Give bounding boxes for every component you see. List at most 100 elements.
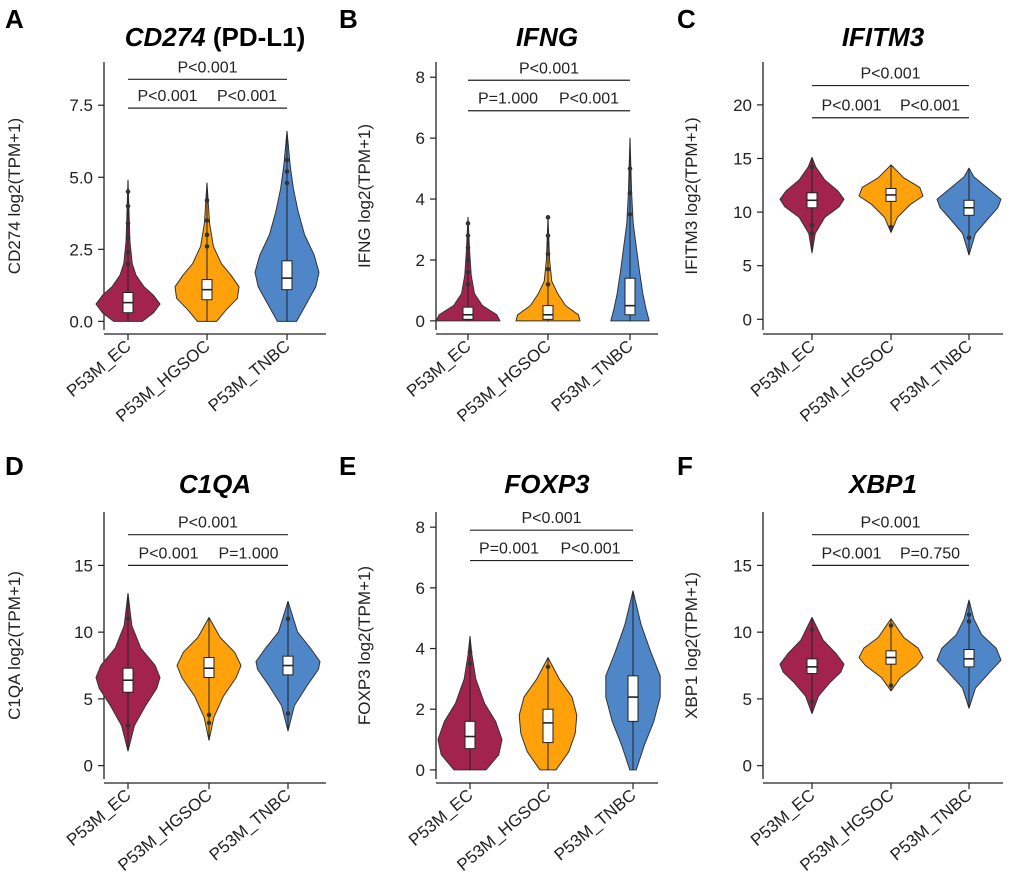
outlier-point (467, 661, 473, 667)
outlier-point (966, 612, 972, 618)
outlier-point (545, 233, 551, 238)
y-tick-label: 2 (416, 251, 425, 270)
x-tick-label: P53M_EC (747, 337, 819, 401)
outlier-point (545, 664, 551, 670)
outlier-point (809, 231, 815, 236)
panel-letter: C (677, 4, 696, 34)
y-tick-label: 6 (416, 129, 425, 148)
y-tick-label: 10 (733, 203, 752, 222)
p-value-label: P<0.001 (519, 60, 579, 77)
outlier-point (125, 189, 131, 194)
y-axis-title: CD274 log2(TPM+1) (5, 118, 24, 274)
iqr-box (462, 306, 474, 320)
p-value-label: P=1.000 (478, 91, 538, 108)
p-value-label: P=0.750 (900, 545, 960, 562)
outlier-point (627, 166, 633, 171)
iqr-box (542, 305, 554, 320)
y-tick-label: 10 (733, 623, 752, 642)
panel-letter: F (677, 451, 693, 481)
p-value-label: P<0.001 (560, 541, 620, 558)
gene-name: IFNG (516, 22, 578, 52)
outlier-point (125, 249, 131, 255)
x-tick-label: P53M_TNBC (206, 786, 295, 865)
y-axis-title: XBP1 log2(TPM+1) (682, 572, 701, 719)
p-value-label: P<0.001 (860, 515, 920, 532)
outlier-point (285, 616, 291, 622)
iqr-box (624, 277, 636, 316)
outlier-point (284, 157, 290, 163)
outlier-point (465, 257, 471, 263)
p-value-label: P<0.001 (559, 91, 619, 108)
y-tick-label: 0 (416, 312, 425, 331)
outlier-point (125, 221, 131, 226)
panel-title: CD274 (PD-L1) (125, 22, 306, 52)
outlier-point (204, 218, 210, 223)
gene-name: C1QA (179, 469, 251, 499)
outlier-point (966, 619, 972, 624)
y-axis-title: C1QA log2(TPM+1) (5, 571, 24, 720)
outlier-point (888, 224, 894, 230)
y-tick-label: 8 (416, 68, 425, 87)
outlier-point (545, 251, 551, 257)
p-value-label: P<0.001 (178, 515, 238, 532)
x-tick-label: P53M_EC (747, 786, 819, 850)
p-value-label: P<0.001 (821, 98, 881, 115)
panel-letter: E (339, 451, 356, 481)
p-value-label: P<0.001 (521, 510, 581, 527)
outlier-point (545, 282, 551, 287)
outlier-point (206, 712, 212, 718)
panel-title: IFITM3 (842, 22, 925, 52)
outlier-point (465, 245, 471, 251)
y-tick-label: 0.0 (69, 312, 93, 331)
y-tick-label: 7.5 (69, 96, 93, 115)
y-tick-label: 0 (416, 761, 425, 780)
gene-name: FOXP3 (504, 469, 590, 499)
outlier-point (284, 169, 290, 174)
p-value-label: P<0.001 (821, 545, 881, 562)
outlier-point (545, 266, 551, 272)
outlier-point (809, 699, 815, 704)
outlier-point (809, 164, 815, 170)
y-tick-label: 8 (416, 518, 425, 537)
x-tick-label: P53M_TNBC (205, 337, 294, 416)
x-tick-label: P53M_TNBC (887, 786, 976, 865)
p-value-label: P<0.001 (177, 59, 237, 76)
y-tick-label: 6 (416, 579, 425, 598)
panel-letter: D (5, 451, 24, 481)
gene-alias: (PD-L1) (206, 22, 306, 52)
gene-name: XBP1 (847, 469, 917, 499)
x-tick-label: P53M_EC (403, 337, 475, 401)
outlier-point (125, 616, 131, 622)
p-value-label: P<0.001 (137, 88, 197, 105)
outlier-point (627, 190, 633, 196)
outlier-point (467, 649, 473, 654)
outlier-point (627, 211, 633, 217)
x-tick-label: P53M_EC (63, 786, 135, 850)
outlier-point (809, 222, 815, 228)
outlier-point (545, 215, 551, 220)
y-tick-label: 4 (416, 640, 425, 659)
y-tick-label: 5 (743, 257, 752, 276)
outlier-point (888, 683, 894, 688)
panel-title: C1QA (179, 469, 251, 499)
iqr-box (464, 720, 476, 750)
iqr-box (281, 260, 293, 291)
gene-name: CD274 (125, 22, 206, 52)
outlier-point (809, 627, 815, 632)
iqr-box (627, 675, 639, 722)
p-value-label: P<0.001 (138, 545, 198, 562)
outlier-point (465, 269, 471, 275)
y-axis-title: FOXP3 log2(TPM+1) (355, 566, 374, 725)
p-value-label: P<0.001 (217, 88, 277, 105)
x-tick-label: P53M_TNBC (551, 786, 640, 865)
panel-title: XBP1 (847, 469, 917, 499)
p-value-label: P<0.001 (900, 98, 960, 115)
y-tick-label: 5 (84, 690, 93, 709)
outlier-point (465, 282, 471, 287)
p-value-label: P=0.001 (479, 541, 539, 558)
x-tick-label: P53M_EC (405, 786, 477, 850)
y-tick-label: 10 (74, 623, 93, 642)
